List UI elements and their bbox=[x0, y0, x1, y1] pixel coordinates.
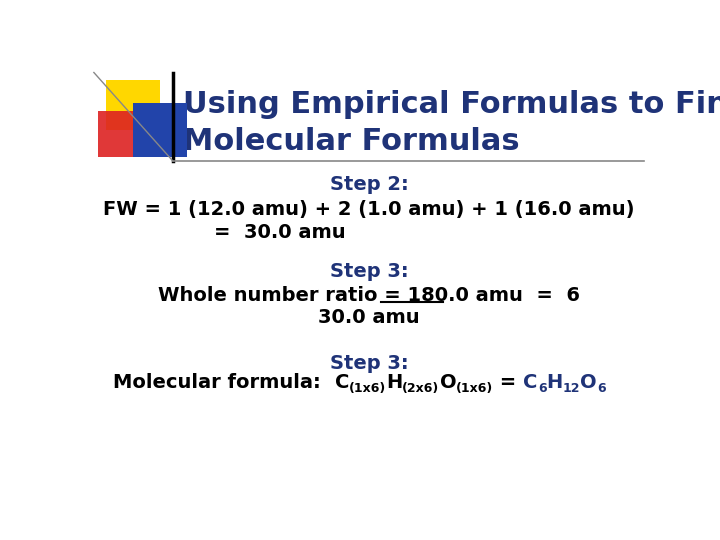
Text: Whole number ratio = 180.0 amu  =  6: Whole number ratio = 180.0 amu = 6 bbox=[158, 286, 580, 305]
Text: Using Empirical Formulas to Find: Using Empirical Formulas to Find bbox=[183, 90, 720, 119]
Text: O: O bbox=[580, 373, 597, 392]
Text: Step 2:: Step 2: bbox=[330, 174, 408, 194]
Text: FW = 1 (12.0 amu) + 2 (1.0 amu) + 1 (16.0 amu): FW = 1 (12.0 amu) + 2 (1.0 amu) + 1 (16.… bbox=[103, 200, 635, 219]
Text: Step 3:: Step 3: bbox=[330, 262, 408, 281]
Text: 6: 6 bbox=[597, 382, 606, 395]
Text: H: H bbox=[386, 373, 402, 392]
Text: 30.0 amu: 30.0 amu bbox=[318, 308, 420, 327]
Text: 12: 12 bbox=[563, 382, 580, 395]
Text: C: C bbox=[523, 373, 538, 392]
Text: Step 3:: Step 3: bbox=[330, 354, 408, 373]
Text: O: O bbox=[440, 373, 456, 392]
Text: Molecular Formulas: Molecular Formulas bbox=[183, 127, 520, 156]
Text: (2x6): (2x6) bbox=[402, 382, 440, 395]
Text: (1x6): (1x6) bbox=[349, 382, 386, 395]
Text: =  30.0 amu: = 30.0 amu bbox=[214, 223, 346, 242]
Text: 6: 6 bbox=[538, 382, 546, 395]
Bar bbox=[132, 103, 187, 157]
Text: =: = bbox=[493, 373, 523, 392]
Text: C: C bbox=[335, 373, 349, 392]
Text: Molecular formula:: Molecular formula: bbox=[113, 373, 335, 392]
Bar bbox=[106, 80, 160, 130]
Text: H: H bbox=[546, 373, 563, 392]
Bar bbox=[98, 111, 152, 157]
Text: (1x6): (1x6) bbox=[456, 382, 493, 395]
